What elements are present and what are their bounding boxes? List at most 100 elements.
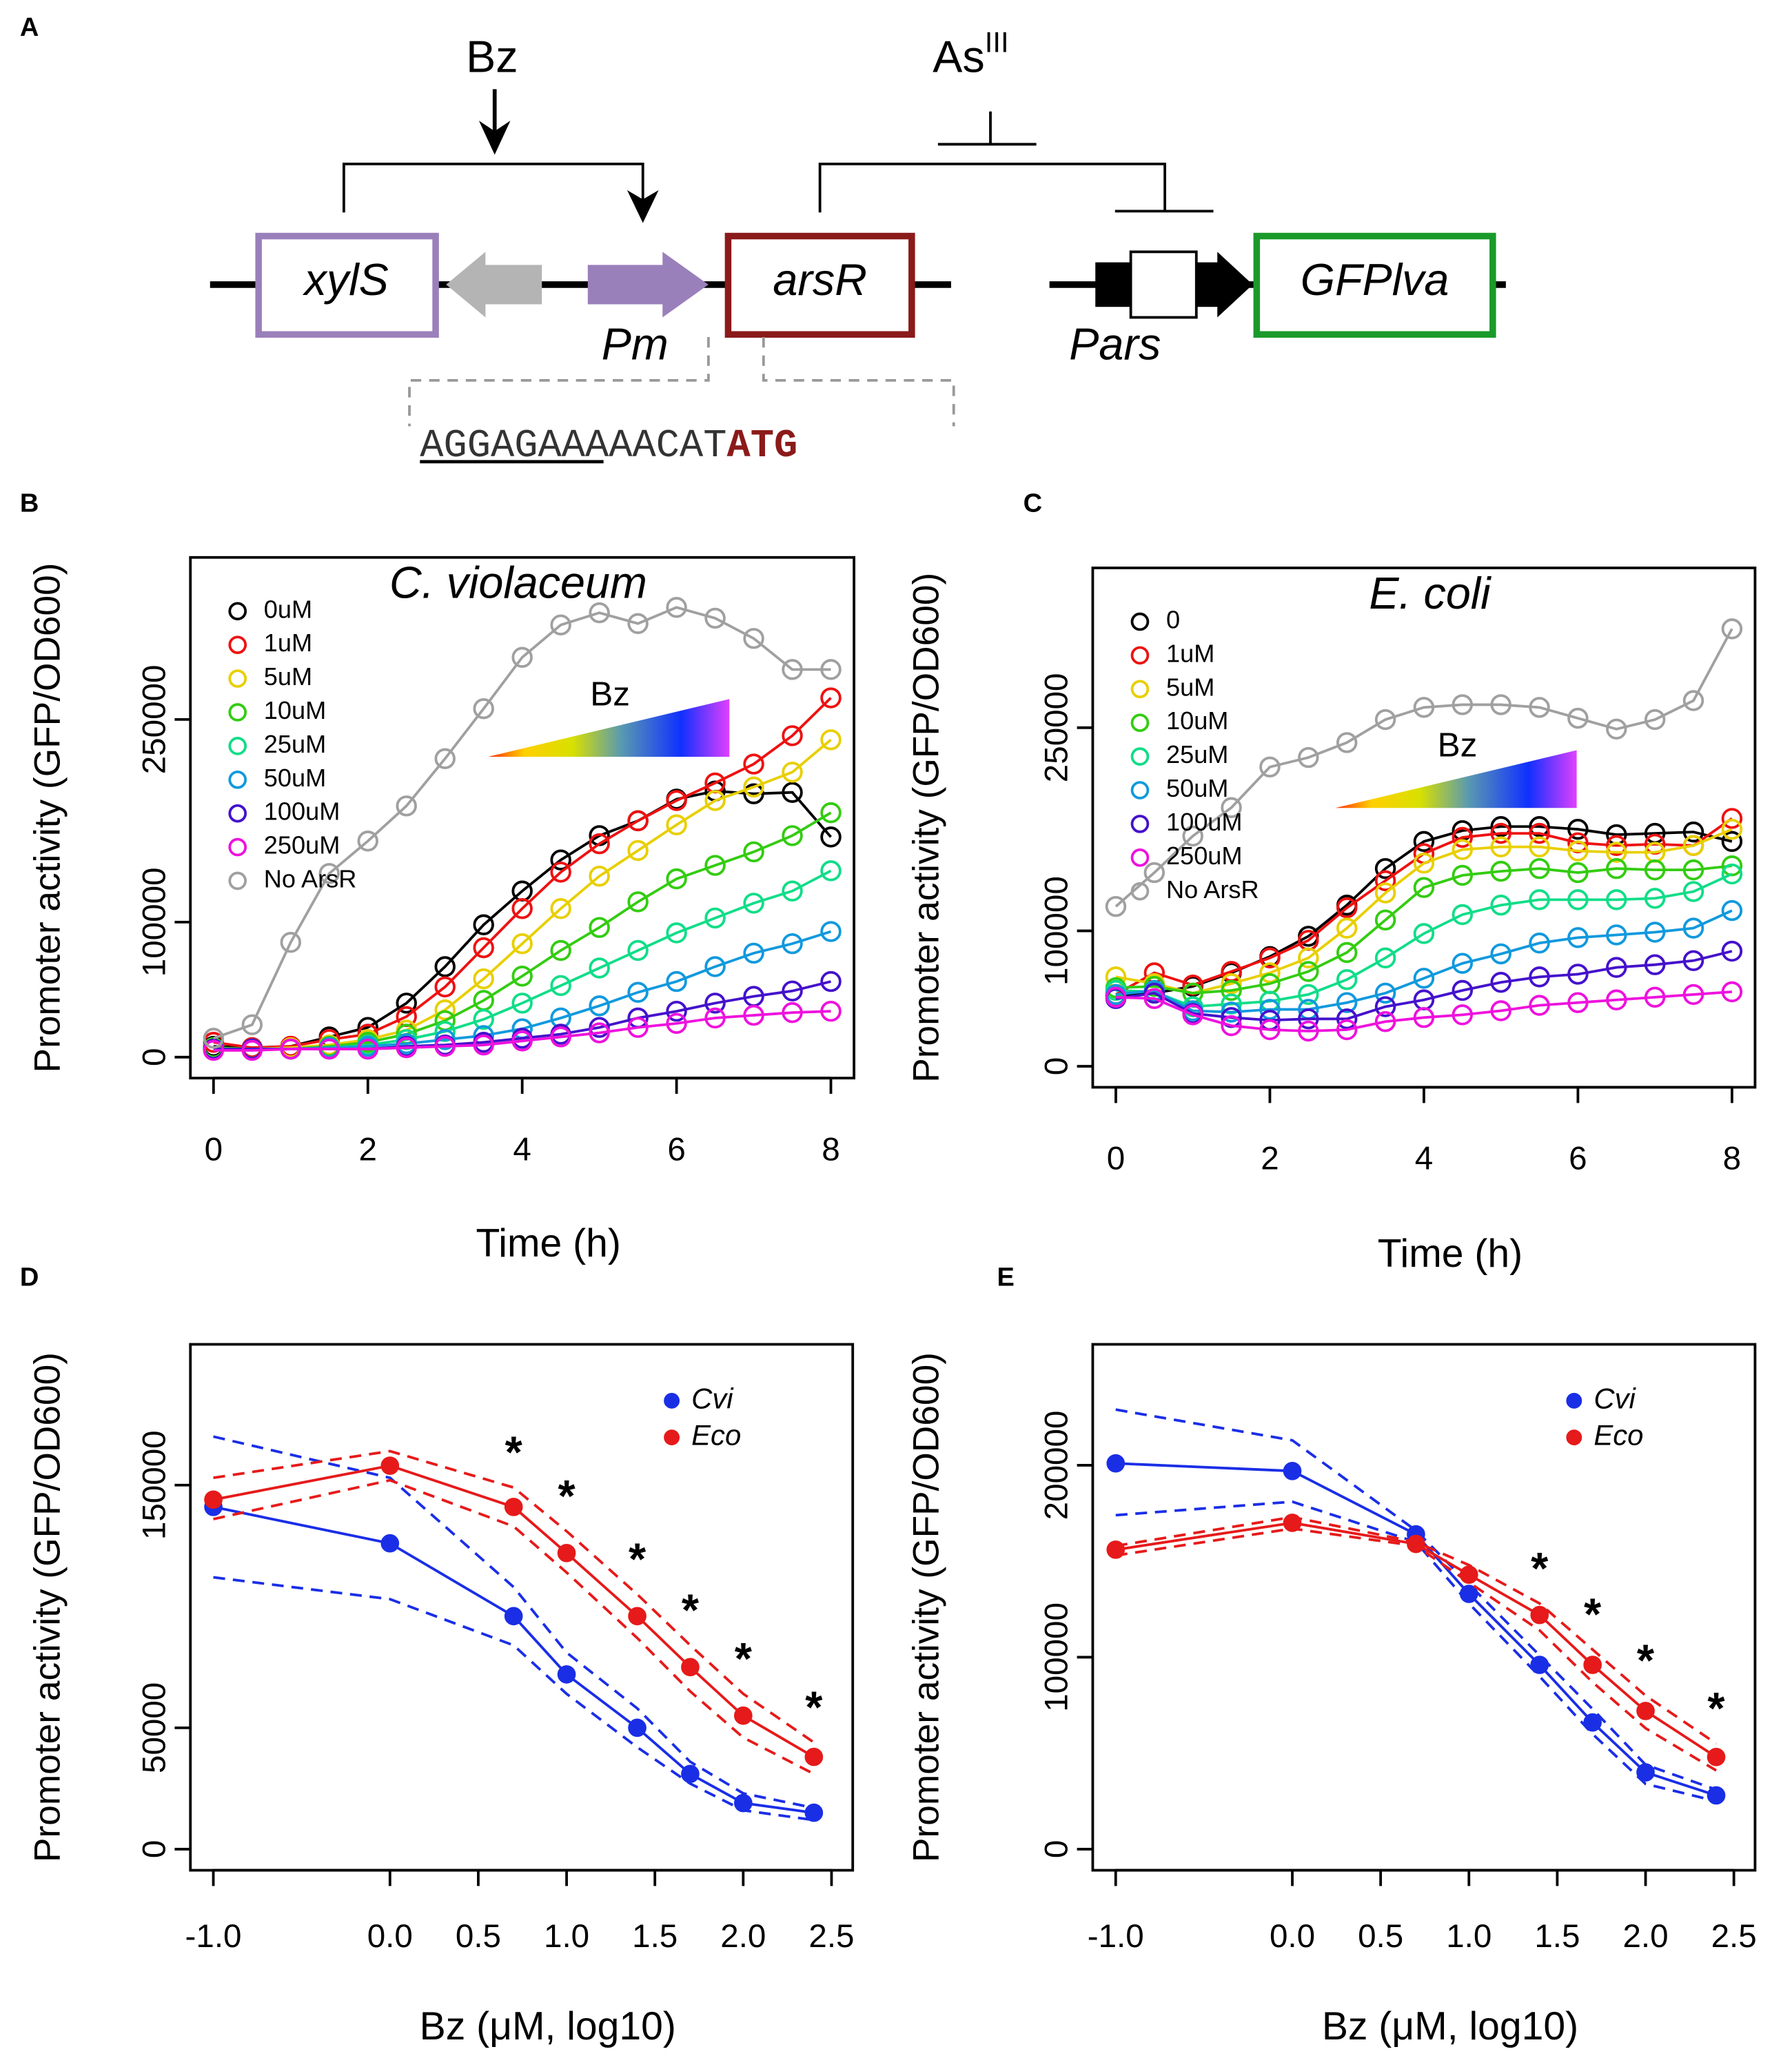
data-point — [550, 862, 571, 883]
data-point — [1490, 822, 1511, 844]
data-point — [1298, 1020, 1319, 1042]
data-point — [1529, 816, 1550, 837]
data-point — [473, 914, 494, 935]
promoter-arrow — [587, 252, 709, 318]
data-point — [434, 748, 456, 769]
y-tick-label: 0 — [1039, 1057, 1075, 1075]
data-point — [743, 893, 764, 914]
data-point — [1221, 973, 1242, 995]
data-point — [1221, 979, 1242, 1001]
data-point — [1259, 1019, 1281, 1041]
significance-mark: * — [1584, 1589, 1602, 1640]
activation-line — [342, 162, 644, 213]
data-point — [1490, 895, 1511, 916]
legend-label: No ArsR — [264, 865, 357, 893]
promoter-arrow — [1196, 252, 1253, 318]
data-point — [203, 1039, 225, 1061]
data-point — [666, 1000, 687, 1022]
data-point — [782, 1001, 803, 1024]
legend-marker — [1130, 848, 1150, 867]
panel-a: A xylS Pm arsR Pars GFPlva Bz AsIII AGGA… — [20, 13, 1506, 469]
data-point — [473, 1008, 494, 1030]
data-point — [1336, 992, 1358, 1013]
gene-label: arsR — [773, 254, 867, 305]
x-tick-label: 0 — [1107, 1141, 1125, 1177]
legend-label: 1uM — [1166, 639, 1214, 667]
series-line — [213, 789, 832, 1050]
significance-mark: * — [629, 1534, 646, 1585]
legend-marker — [1130, 815, 1150, 833]
data-point — [734, 1793, 753, 1813]
data-point — [1529, 995, 1550, 1016]
data-point — [782, 782, 803, 803]
data-point — [1336, 1008, 1358, 1030]
data-point — [1682, 917, 1704, 939]
legend-marker — [1566, 1429, 1582, 1446]
data-point — [1452, 826, 1474, 848]
data-point — [280, 932, 302, 953]
y-tick-label: 100000 — [1039, 876, 1075, 986]
y-tick-label: 0 — [136, 1048, 172, 1066]
x-tick-label: 2 — [359, 1131, 377, 1168]
x-axis-label: Time (h) — [476, 1221, 621, 1265]
data-point — [1529, 889, 1550, 910]
data-point — [1413, 831, 1435, 853]
data-point — [1374, 709, 1396, 731]
significance-mark: * — [735, 1633, 753, 1684]
data-point — [550, 614, 571, 635]
series-line — [1114, 628, 1733, 908]
data-point — [1490, 972, 1511, 993]
data-point — [380, 1456, 400, 1475]
data-point — [1721, 808, 1743, 829]
data-point — [627, 839, 649, 862]
data-point — [1143, 982, 1165, 1004]
data-point — [1606, 889, 1627, 910]
data-point — [1413, 697, 1435, 718]
data-point — [1567, 818, 1589, 840]
data-point — [1283, 1514, 1302, 1532]
data-point — [704, 855, 726, 876]
data-point — [1529, 697, 1550, 718]
x-tick-label: 1.5 — [1534, 1918, 1580, 1955]
data-point — [804, 1747, 824, 1766]
data-point — [557, 1665, 576, 1684]
legend-marker — [228, 602, 247, 621]
start-codon: ATG — [727, 424, 798, 469]
data-point — [704, 907, 726, 929]
data-point — [1682, 859, 1704, 881]
data-point — [203, 1028, 225, 1049]
data-point — [511, 992, 533, 1014]
data-point — [1682, 690, 1704, 711]
data-point — [1644, 986, 1666, 1008]
data-point — [1407, 1534, 1425, 1554]
plot-frame — [1091, 1343, 1757, 1872]
significance-mark: * — [1637, 1636, 1655, 1686]
data-point — [511, 966, 533, 987]
series-line — [213, 606, 831, 1040]
legend-label: 0 — [1166, 606, 1180, 634]
data-point — [782, 762, 803, 783]
y-axis-label: Promoter activity (GFP/OD600) — [28, 562, 68, 1072]
data-point — [782, 725, 803, 746]
data-point — [1221, 797, 1242, 818]
significance-mark: * — [505, 1427, 523, 1478]
x-tick-label: 6 — [1569, 1141, 1587, 1177]
data-point — [1336, 969, 1358, 990]
data-point — [1413, 923, 1435, 944]
data-point — [1259, 756, 1281, 778]
promoter-label: Pm — [602, 318, 669, 369]
data-point — [782, 980, 803, 1002]
data-point — [734, 1706, 753, 1725]
data-point — [1682, 835, 1704, 857]
legend-marker — [228, 669, 247, 688]
data-point — [1636, 1763, 1655, 1782]
data-point — [820, 860, 842, 882]
chart-title: E. coli — [1369, 568, 1491, 618]
data-point — [666, 922, 687, 944]
data-point — [1644, 859, 1666, 881]
gene-box — [255, 232, 439, 338]
data-point — [681, 1658, 700, 1677]
y-axis-label: Promoter activity (GFP/OD600) — [28, 1352, 68, 1862]
data-point — [1336, 917, 1358, 939]
